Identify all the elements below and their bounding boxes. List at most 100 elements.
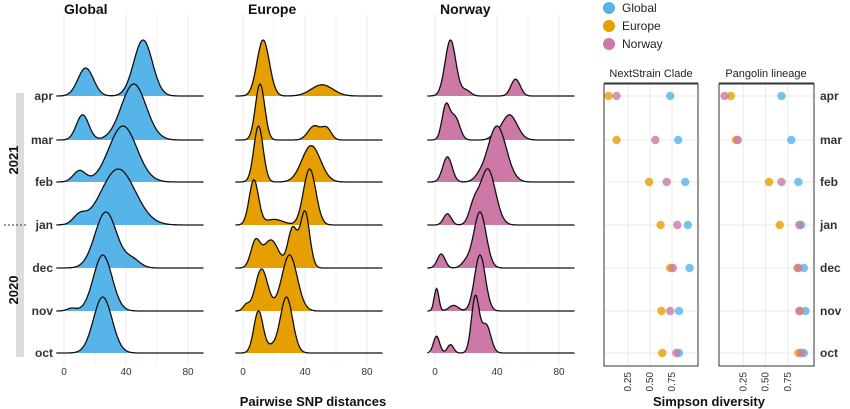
panel-title-global: Global [64,1,108,17]
x-tick-label-0.5: 0.50 [645,372,656,392]
panel-frame [718,83,815,367]
ridge-europe-oct [235,296,388,354]
point-europe-apr [604,91,613,101]
year-bar-2021 [16,93,24,225]
ridge-line-oct [56,296,204,354]
month-label-mar: mar [31,133,53,147]
ridge-line-mar [427,102,575,141]
ridge-fill-oct [431,295,580,353]
ridge-line-mar [56,83,204,141]
ridge-line-nov [56,254,204,312]
legend-label-europe: Europe [622,19,661,33]
ridgeline-panels: Global 0 40 80 Europe 0 40 80 Norway 0 40 80 [56,1,580,378]
ridge-fill-dec [60,212,210,268]
ridge-norway-nov [427,254,580,312]
x-tick-label-0: 0 [240,367,246,378]
ridge-fill-oct [239,297,388,353]
point-global-mar [674,135,683,145]
ridge-norway-feb [427,125,580,183]
diversity-panel-pangolin-lineage: Pangolin lineage 0.25 0.50 0.75 [718,68,815,392]
ridge-line-dec [56,211,204,269]
ridge-line-jan [56,168,204,226]
ridge-europe-dec [235,210,388,269]
ridge-fill-feb [239,126,388,182]
ridge-panel-europe: Europe 0 40 80 [235,1,388,378]
ridge-fill-feb [431,126,580,182]
point-norway-oct [796,348,806,358]
ridge-fill-oct [60,297,210,353]
year-brackets: 2021 2020 [4,93,26,357]
x-tick-label-80: 80 [182,367,194,378]
ridge-fill-mar [431,102,580,140]
point-norway-feb [777,177,786,187]
ridge-europe-nov [235,254,388,312]
ridge-norway-jan [427,168,580,226]
point-global-apr [777,91,786,101]
diversity-panel-nextstrain-clade: NextStrain Clade 0.25 0.50 0.75 [603,68,699,392]
point-norway-apr [612,91,621,101]
ridge-line-apr [56,39,204,97]
point-norway-nov [795,306,804,316]
point-norway-mar [651,135,660,145]
point-europe-jan [656,220,665,230]
ridge-global-mar [56,83,210,141]
diversity-x-axis-title: Simpson diversity [653,394,766,409]
ridge-norway-apr [427,39,580,97]
point-norway-dec [668,263,678,273]
ridge-panel-global: Global 0 40 80 [56,1,210,378]
point-norway-jan [673,220,682,230]
panel-title-nextstrain-clade: NextStrain Clade [609,68,692,80]
month-label-right-dec: dec [820,261,841,275]
ridge-fill-nov [431,255,580,311]
ridge-fill-jan [60,169,210,225]
point-global-apr [666,91,675,101]
ridge-fill-apr [60,40,210,96]
month-labels-right: apr mar feb jan dec nov oct [819,89,842,360]
legend: Global Europe Norway [603,1,663,51]
point-global-mar [787,135,796,145]
ridge-global-jan [56,168,210,226]
month-label-apr: apr [34,89,53,103]
x-tick-label-0.25: 0.25 [623,372,634,392]
legend-swatch-norway [603,38,615,50]
ridge-fill-nov [60,255,210,311]
ridge-norway-oct [427,294,580,354]
point-europe-jan [775,220,784,230]
point-norway-dec [794,263,803,273]
ridge-line-apr [235,39,383,97]
month-label-dec: dec [32,261,53,275]
ridge-global-oct [56,296,210,354]
month-label-right-feb: feb [820,175,838,189]
ridge-global-nov [56,254,210,312]
x-tick-label-0.75: 0.75 [667,372,678,392]
ridge-fill-mar [239,84,388,140]
month-label-right-jan: jan [819,218,837,232]
legend-swatch-europe [603,20,615,32]
ridge-line-jan [235,168,383,226]
year-bar-2020 [16,225,24,357]
ridge-line-jan [427,168,575,226]
point-europe-mar [612,135,621,145]
ridge-fill-apr [431,40,580,96]
point-global-nov [674,306,684,316]
x-tick-label-0: 0 [61,367,67,378]
ridge-line-feb [427,125,575,183]
ridge-europe-apr [235,39,388,97]
point-norway-feb [662,177,671,187]
point-norway-apr [720,91,729,101]
x-tick-label-0: 0 [432,367,438,378]
ridge-fill-jan [239,169,388,225]
x-tick-label-0.5: 0.50 [761,372,772,392]
month-label-feb: feb [35,175,53,189]
ridge-fill-jan [431,168,580,225]
month-label-right-mar: mar [820,133,842,147]
year-label-2020: 2020 [6,276,21,305]
ridge-line-oct [235,296,383,354]
ridge-fill-feb [60,126,210,182]
point-norway-nov [666,306,675,316]
ridge-line-dec [427,211,575,269]
legend-label-norway: Norway [622,37,663,51]
x-tick-label-80: 80 [553,367,565,378]
legend-label-global: Global [622,1,657,15]
